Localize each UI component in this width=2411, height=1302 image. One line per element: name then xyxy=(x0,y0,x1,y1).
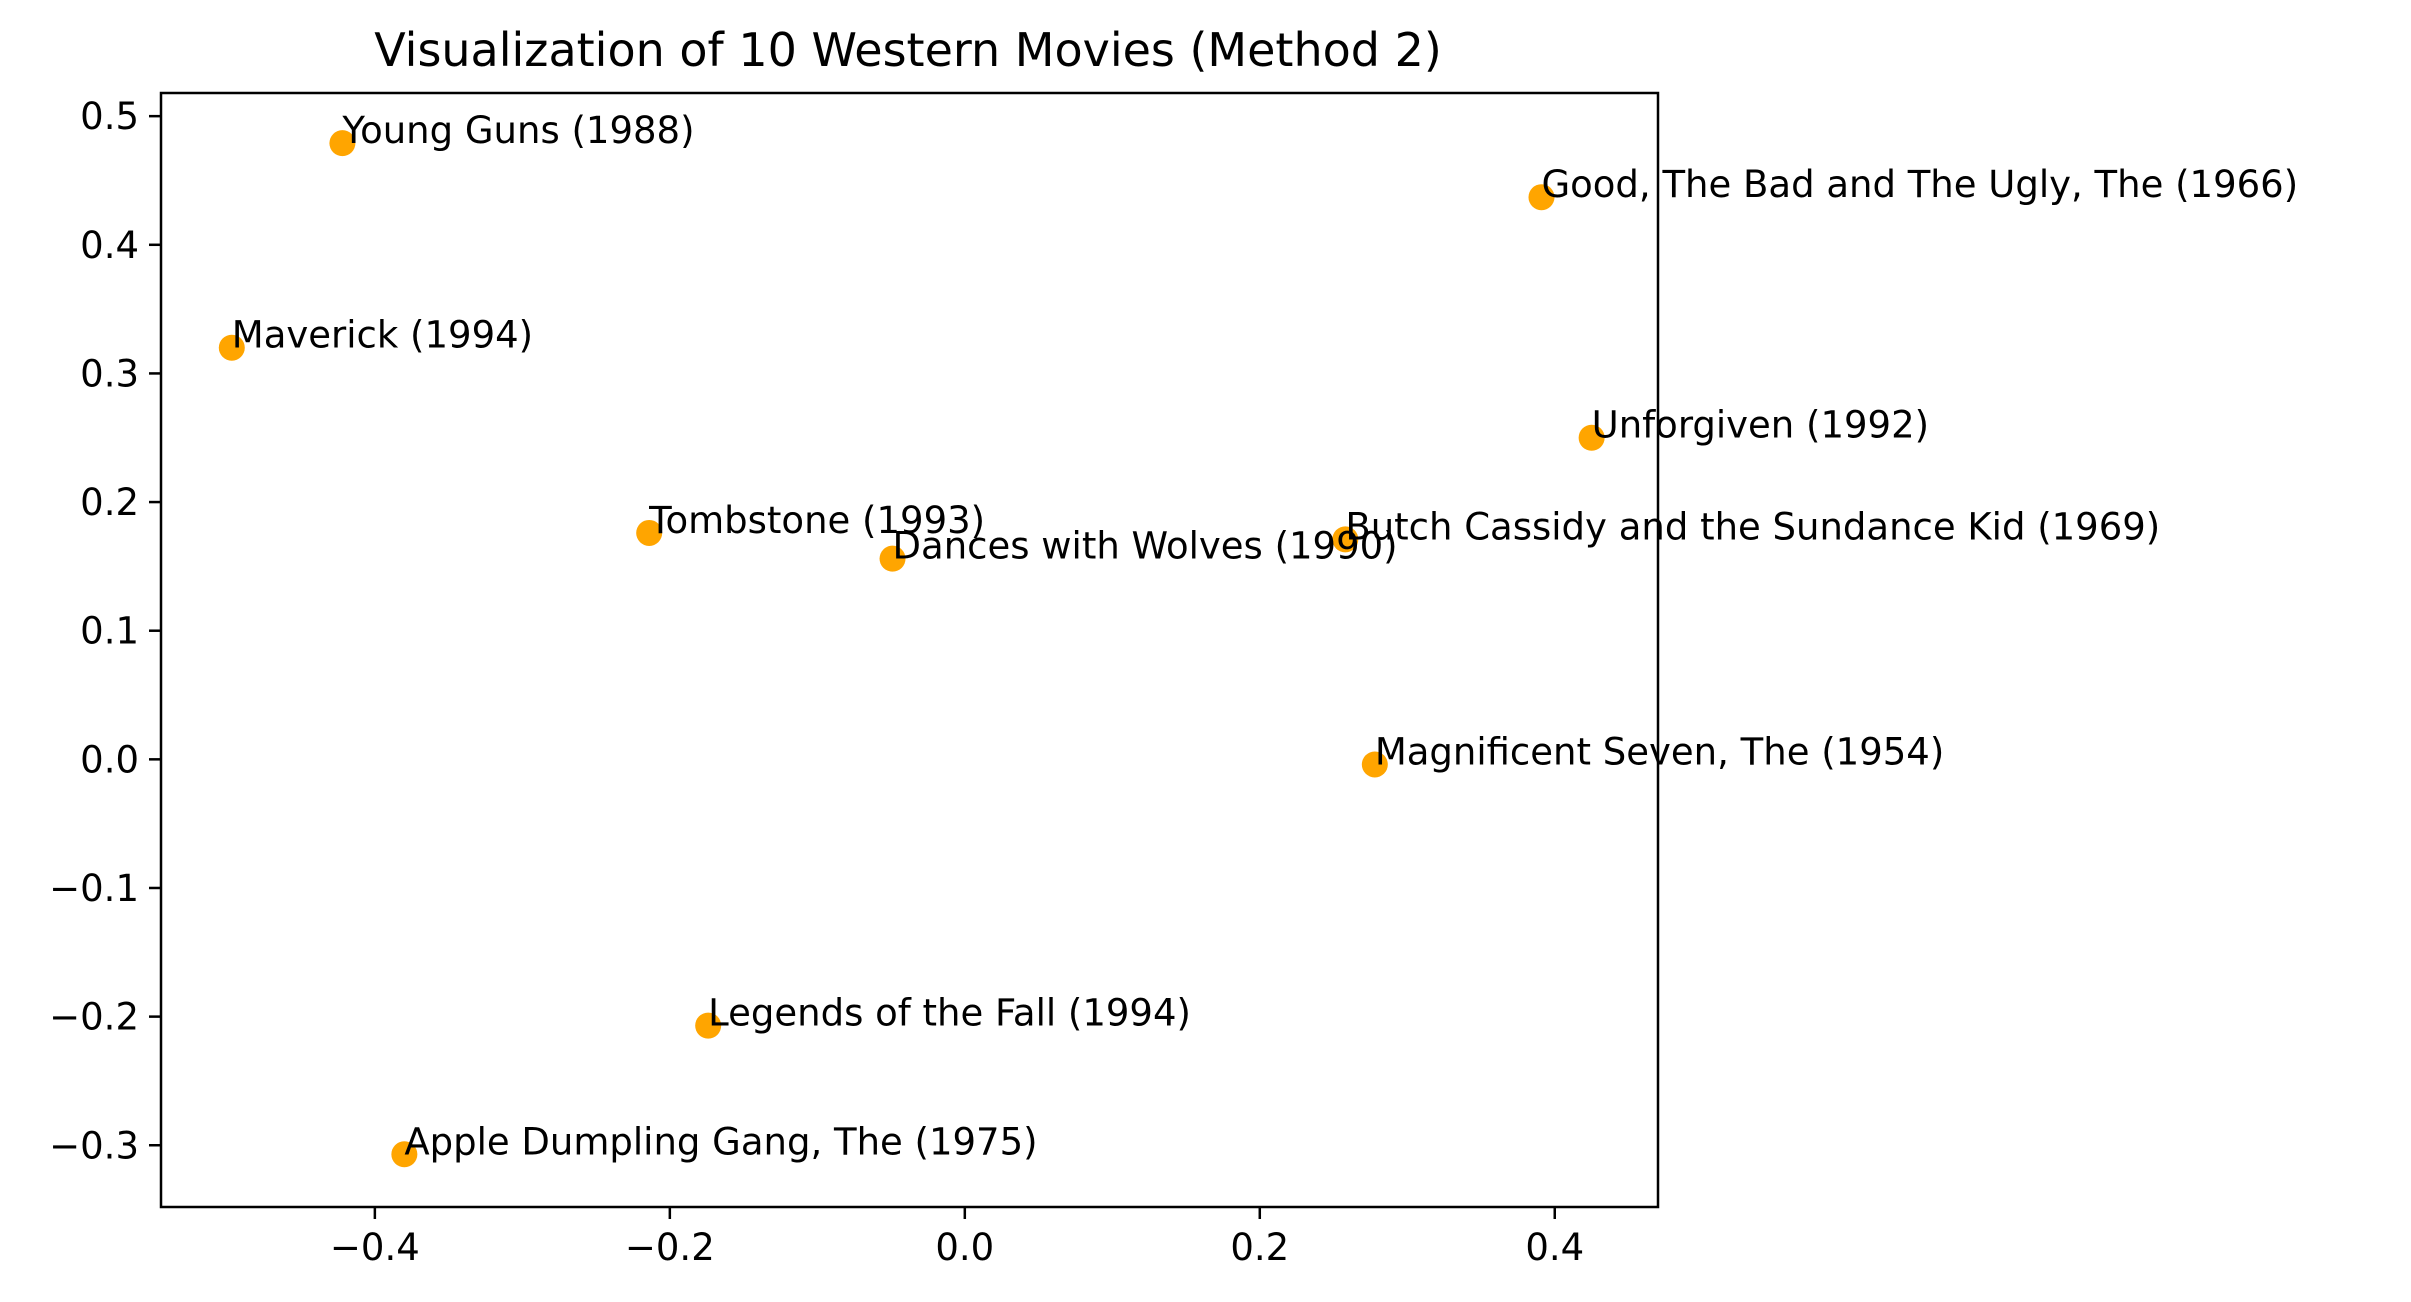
scatter-point xyxy=(695,1012,722,1039)
chart-title: Visualization of 10 Western Movies (Meth… xyxy=(374,23,1442,77)
scatter-point xyxy=(1361,751,1388,778)
x-tick-label: 0.4 xyxy=(1525,1226,1584,1269)
point-label: Apple Dumpling Gang, The (1975) xyxy=(404,1120,1037,1163)
y-tick-label: −0.3 xyxy=(49,1124,139,1167)
scatter-point xyxy=(218,334,245,361)
point-label: Dances with Wolves (1990) xyxy=(893,525,1398,568)
y-tick-label: 0.1 xyxy=(80,610,139,653)
plot-area-frame xyxy=(159,91,1660,1209)
y-tick-label: 0.4 xyxy=(80,224,139,267)
x-axis: −0.4 −0.2 0.0 0.2 0.4 xyxy=(330,1207,1584,1269)
scatter-point xyxy=(636,519,663,546)
scatter-point xyxy=(1578,424,1605,451)
x-tick-label: −0.2 xyxy=(625,1226,715,1269)
y-tick-label: −0.2 xyxy=(49,996,139,1039)
scatter-point xyxy=(329,130,356,157)
point-label: Magnificent Seven, The (1954) xyxy=(1375,730,1944,773)
point-label: Good, The Bad and The Ugly, The (1966) xyxy=(1541,163,2298,206)
point-label: Legends of the Fall (1994) xyxy=(708,992,1191,1035)
y-tick-label: 0.2 xyxy=(80,481,139,524)
x-tick-label: 0.2 xyxy=(1230,1226,1289,1269)
y-tick-label: 0.5 xyxy=(80,95,139,138)
y-axis: −0.3 −0.2 −0.1 0.0 0.1 0.2 0.3 0.4 0.5 xyxy=(49,95,161,1167)
scatter-point xyxy=(879,545,906,572)
x-tick-label: 0.0 xyxy=(935,1226,994,1269)
y-tick-label: 0.0 xyxy=(80,738,139,781)
scatter-point xyxy=(1528,184,1555,211)
y-tick-label: 0.3 xyxy=(80,352,139,395)
y-tick-label: −0.1 xyxy=(49,867,139,910)
scatter-points xyxy=(218,130,1605,1168)
x-tick-label: −0.4 xyxy=(330,1226,420,1269)
point-label: Butch Cassidy and the Sundance Kid (1969… xyxy=(1345,505,2160,548)
point-label: Young Guns (1988) xyxy=(341,109,694,152)
point-label: Tombstone (1993) xyxy=(648,499,985,542)
scatter-point xyxy=(391,1141,418,1168)
point-label: Unforgiven (1992) xyxy=(1592,404,1929,447)
point-label: Maverick (1994) xyxy=(232,314,533,357)
scatter-point xyxy=(1332,526,1359,553)
point-labels: Young Guns (1988) Good, The Bad and The U… xyxy=(232,109,2298,1163)
